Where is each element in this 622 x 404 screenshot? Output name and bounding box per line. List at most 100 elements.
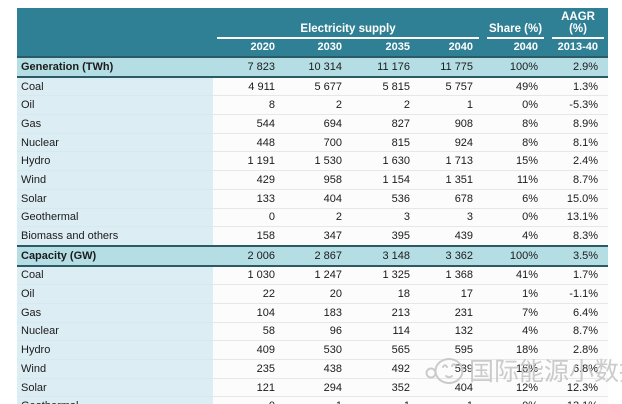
value-cell: 18% (483, 340, 549, 360)
value-cell: 20 (285, 284, 352, 304)
value-cell: 0 (213, 396, 285, 404)
value-cell: 4 911 (213, 76, 285, 97)
section-value-cell: 10 314 (285, 56, 352, 78)
value-cell: 1 325 (352, 265, 420, 286)
table-row: Gas 104 183 213 231 7% 6.4% (17, 303, 609, 323)
value-cell: 4% (483, 226, 549, 247)
section-value-cell: 11 775 (420, 56, 484, 78)
value-cell: 3 (352, 208, 420, 228)
value-cell: 1 530 (285, 151, 352, 172)
section-label: Generation (TWh) (17, 56, 213, 78)
value-cell: 6.4% (548, 303, 609, 323)
table-row: Geothermal01110%13.1% (17, 396, 609, 404)
section-value-cell: 2 006 (213, 244, 285, 267)
value-cell: 1 (420, 396, 484, 404)
value-cell: 530 (285, 340, 352, 360)
row-label: Gas (17, 114, 213, 134)
value-cell: 104 (213, 303, 285, 323)
value-cell: 158 (213, 226, 285, 247)
column-group-row: Electricity supply Share (%) AAGR (%) (17, 8, 609, 39)
value-cell: 539 (420, 359, 484, 379)
column-group-header: Electricity supply (213, 8, 484, 39)
row-label: Gas (17, 303, 213, 323)
value-cell: 8% (483, 133, 549, 153)
row-label: Oil (17, 284, 213, 304)
value-cell: 678 (420, 189, 484, 209)
column-group-header: AAGR (%) (548, 8, 609, 39)
value-cell: 448 (213, 133, 285, 153)
value-cell: 231 (420, 303, 484, 323)
value-cell: 96 (285, 322, 352, 342)
table-corner (17, 39, 213, 57)
table-row: Gas 544 694 827 908 8% 8.9% (17, 114, 609, 134)
value-cell: 8.7% (548, 322, 609, 342)
value-cell: 12% (483, 378, 549, 398)
value-cell: 0% (483, 396, 549, 404)
value-cell: -5.3% (548, 95, 609, 116)
value-cell: 16% (483, 359, 549, 379)
column-year-header: 2013-40 (548, 39, 609, 57)
value-cell: 1 351 (420, 170, 484, 190)
electricity-supply-table: Electricity supply Share (%) AAGR (%) 2020… (17, 8, 609, 404)
column-group-header: Share (%) (483, 8, 549, 39)
value-cell: 565 (352, 340, 420, 360)
table-row: Wind 429 958 1 154 1 351 11% 8.7% (17, 170, 609, 190)
row-label: Geothermal (17, 396, 213, 404)
value-cell: 0% (483, 95, 549, 116)
value-cell: 132 (420, 322, 484, 342)
row-label: Solar (17, 189, 213, 209)
table-corner (17, 8, 213, 39)
value-cell: 294 (285, 378, 352, 398)
column-year-header: 2020 (213, 39, 285, 57)
value-cell: 3 (420, 208, 484, 228)
value-cell: 827 (352, 114, 420, 134)
section-value-cell: 3 362 (420, 244, 484, 267)
row-label: Hydro (17, 151, 213, 172)
value-cell: 1 191 (213, 151, 285, 172)
table-row: Hydro 1 191 1 530 1 630 1 713 15% 2.4% (17, 151, 609, 172)
value-cell: 1 (420, 95, 484, 116)
value-cell: 13.1% (548, 208, 609, 228)
section-value-cell: 2 867 (285, 244, 352, 267)
value-cell: 1% (483, 284, 549, 304)
section-value-cell: 11 176 (352, 56, 420, 78)
value-cell: 1 247 (285, 265, 352, 286)
value-cell: 1 713 (420, 151, 484, 172)
column-year-header: 2040 (483, 39, 549, 57)
value-cell: 429 (213, 170, 285, 190)
value-cell: 12.3% (548, 378, 609, 398)
table-header: Electricity supply Share (%) AAGR (%) 2020… (17, 8, 609, 57)
table-row: Nuclear 448 700 815 924 8% 8.1% (17, 133, 609, 153)
value-cell: 15.0% (548, 189, 609, 209)
table-row: Wind 235 438 492 539 16% 6.8% (17, 359, 609, 379)
value-cell: -1.1% (548, 284, 609, 304)
value-cell: 700 (285, 133, 352, 153)
value-cell: 1 368 (420, 265, 484, 286)
table-row: Geothermal 0 2 3 3 0% 13.1% (17, 208, 609, 228)
section-value-cell: 7 823 (213, 56, 285, 78)
table-row: Coal 1 030 1 247 1 325 1 368 41% 1.7% (17, 265, 609, 286)
value-cell: 2.8% (548, 340, 609, 360)
row-label: Nuclear (17, 133, 213, 153)
value-cell: 5 677 (285, 76, 352, 97)
table-row: Solar 121 294 352 404 12% 12.3% (17, 378, 609, 398)
row-label: Biomass and others (17, 226, 213, 247)
value-cell: 2 (285, 208, 352, 228)
value-cell: 114 (352, 322, 420, 342)
table-row: Solar 133 404 536 678 6% 15.0% (17, 189, 609, 209)
value-cell: 15% (483, 151, 549, 172)
value-cell: 183 (285, 303, 352, 323)
value-cell: 7% (483, 303, 549, 323)
value-cell: 49% (483, 76, 549, 97)
value-cell: 6.8% (548, 359, 609, 379)
table-row: Oil 22 20 18 17 1% -1.1% (17, 284, 609, 304)
value-cell: 213 (352, 303, 420, 323)
value-cell: 404 (420, 378, 484, 398)
value-cell: 8.1% (548, 133, 609, 153)
value-cell: 1 (285, 396, 352, 404)
column-year-header: 2035 (352, 39, 420, 57)
value-cell: 1.7% (548, 265, 609, 286)
row-label: Coal (17, 76, 213, 97)
value-cell: 958 (285, 170, 352, 190)
value-cell: 5 757 (420, 76, 484, 97)
